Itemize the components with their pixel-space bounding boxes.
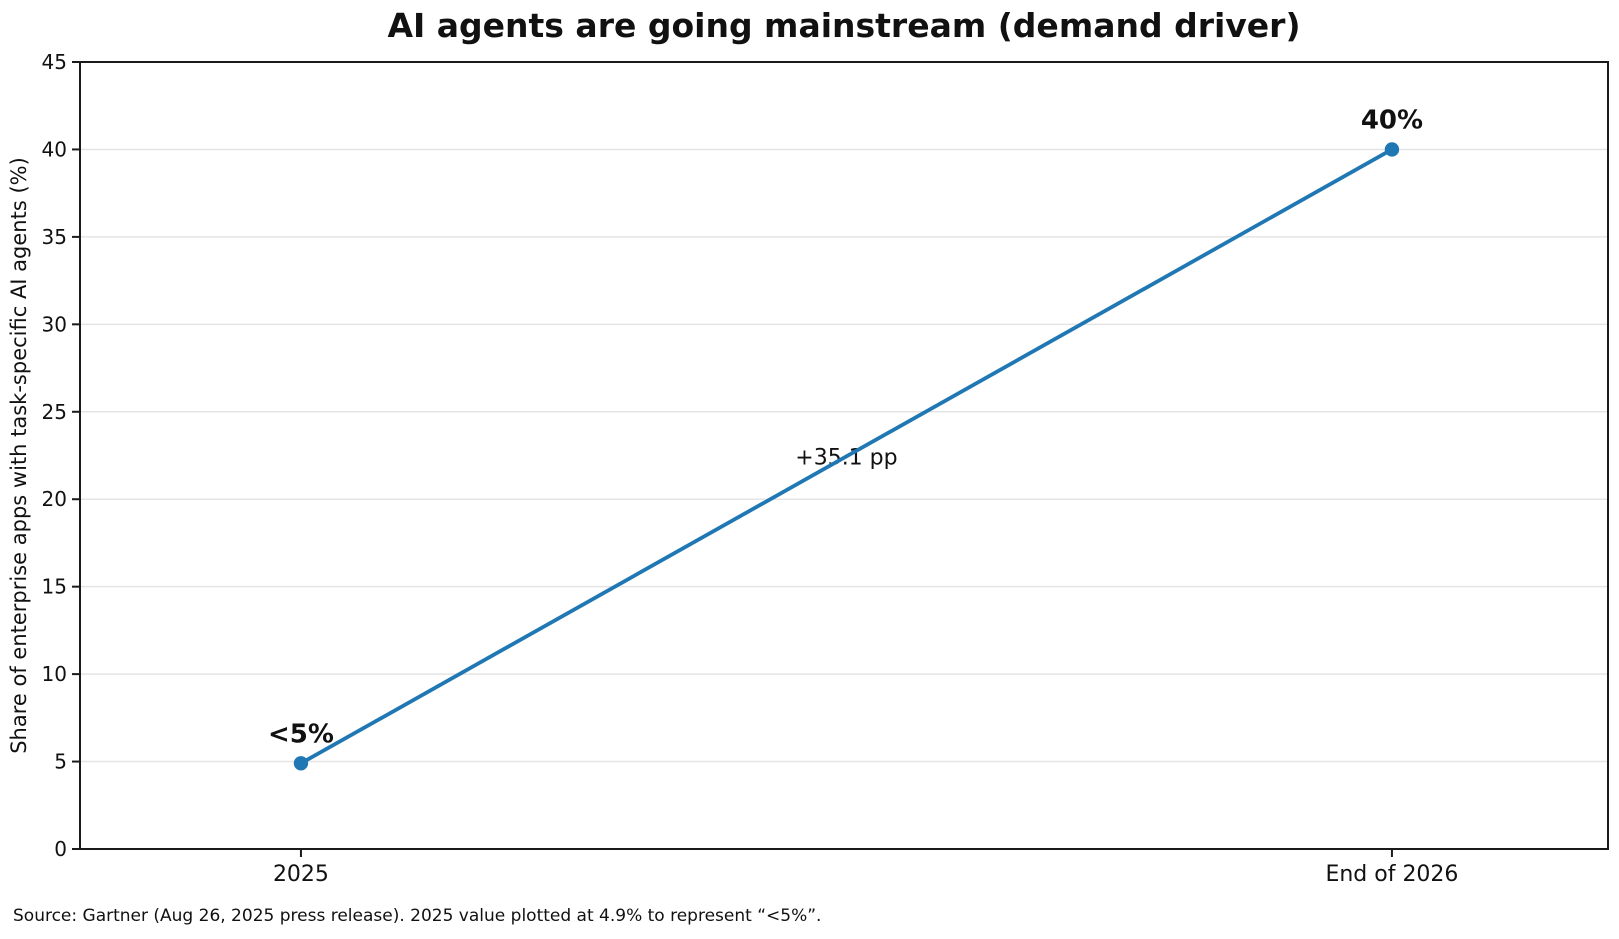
- y-tick-label: 25: [42, 400, 67, 424]
- chart-title: AI agents are going mainstream (demand d…: [387, 6, 1301, 45]
- y-tick-label: 5: [54, 750, 67, 774]
- y-axis-label: Share of enterprise apps with task-speci…: [7, 157, 31, 754]
- y-tick-label: 40: [42, 137, 67, 161]
- data-line: [299, 147, 1394, 766]
- x-tick-label: 2025: [273, 862, 329, 887]
- plot-frame: [79, 61, 1609, 850]
- data-point: [293, 756, 309, 771]
- data-point: [1384, 142, 1400, 157]
- data-point-label: <5%: [268, 719, 334, 749]
- y-tick-label: 10: [42, 662, 67, 686]
- y-tick-label: 45: [42, 50, 67, 74]
- y-tick-label: 15: [42, 575, 67, 599]
- y-tick-label: 20: [42, 487, 67, 511]
- y-tick-label: 30: [42, 312, 67, 336]
- y-tick-label: 35: [42, 225, 67, 249]
- data-point-label: 40%: [1361, 105, 1423, 135]
- y-tick-label: 0: [54, 837, 67, 861]
- source-note: Source: Gartner (Aug 26, 2025 press rele…: [13, 906, 822, 926]
- x-tick-label: End of 2026: [1325, 862, 1458, 887]
